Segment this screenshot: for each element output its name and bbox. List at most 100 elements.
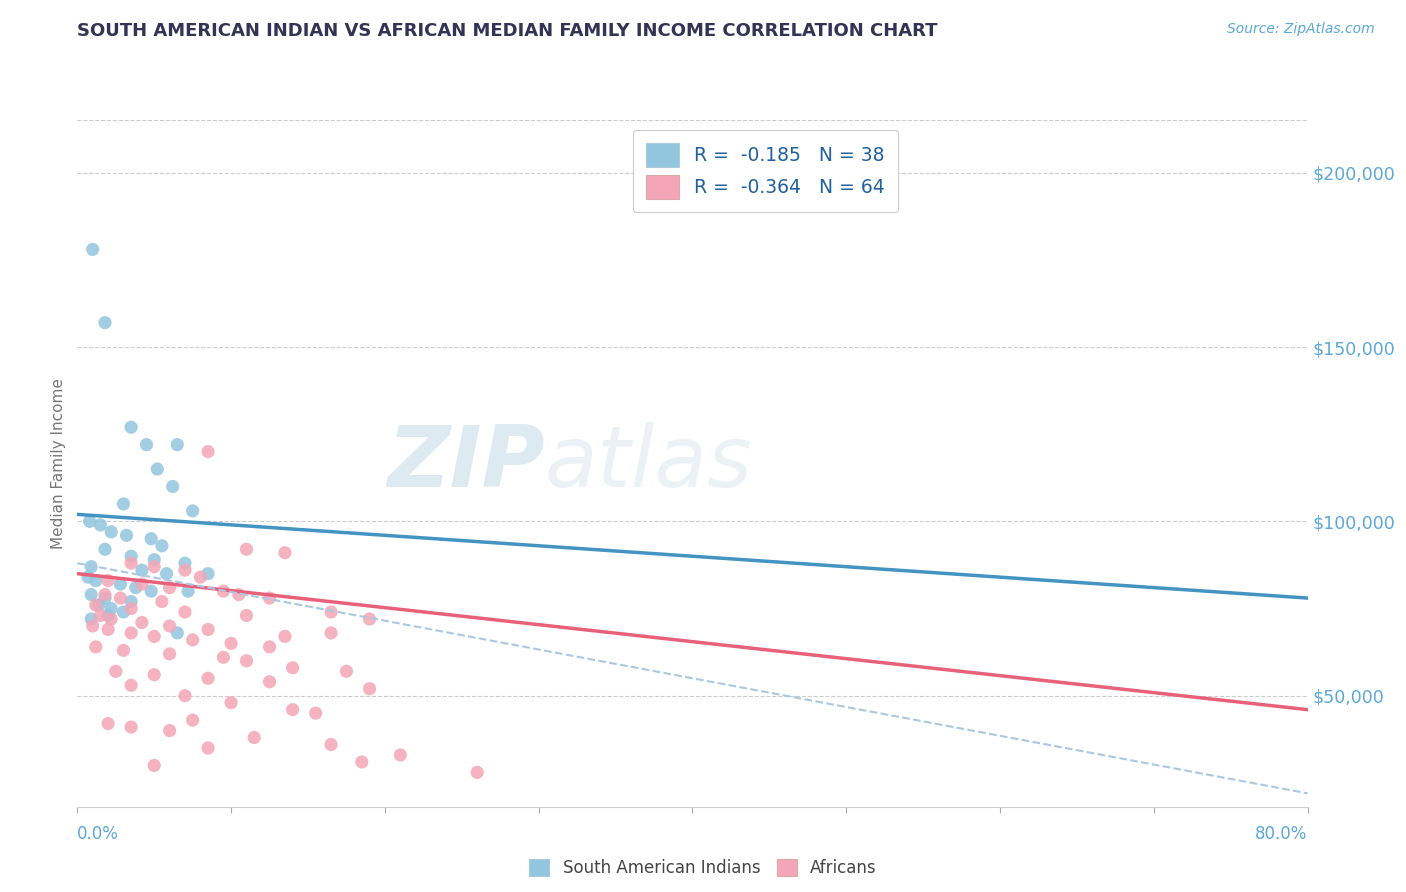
Point <box>110 591 132 605</box>
Point <box>143 758 166 772</box>
Point <box>110 577 132 591</box>
Point <box>120 549 142 564</box>
Point <box>235 608 257 623</box>
Text: atlas: atlas <box>546 422 752 506</box>
Point <box>79 514 101 528</box>
Point <box>335 665 357 679</box>
Point <box>212 650 235 665</box>
Point <box>197 671 219 685</box>
Point <box>143 552 166 566</box>
Point <box>389 747 412 762</box>
Point <box>131 563 153 577</box>
Point <box>274 546 297 560</box>
Point <box>281 703 304 717</box>
Point <box>159 619 181 633</box>
Point <box>115 528 138 542</box>
Legend: South American Indians, Africans: South American Indians, Africans <box>523 852 883 884</box>
Point <box>82 619 104 633</box>
Point <box>350 755 373 769</box>
Point <box>159 647 181 661</box>
Point <box>465 765 488 780</box>
Point <box>319 626 342 640</box>
Point <box>141 584 163 599</box>
Point <box>166 626 188 640</box>
Point <box>77 570 100 584</box>
Point <box>120 594 142 608</box>
Point <box>319 738 342 752</box>
Point <box>87 598 110 612</box>
Point <box>80 588 103 602</box>
Point <box>181 713 204 727</box>
Point <box>97 716 120 731</box>
Point <box>112 643 135 657</box>
Point <box>150 539 173 553</box>
Point <box>97 623 120 637</box>
Point <box>159 581 181 595</box>
Point <box>162 479 184 493</box>
Point <box>359 612 381 626</box>
Point <box>235 542 257 557</box>
Point <box>143 629 166 643</box>
Point <box>150 594 173 608</box>
Point <box>143 667 166 681</box>
Point <box>259 640 281 654</box>
Point <box>131 615 153 630</box>
Point <box>181 504 204 518</box>
Point <box>197 444 219 458</box>
Point <box>197 741 219 756</box>
Point <box>274 629 297 643</box>
Point <box>219 636 242 650</box>
Point <box>281 661 304 675</box>
Point <box>146 462 169 476</box>
Point <box>141 532 163 546</box>
Point <box>197 623 219 637</box>
Legend: R =  -0.185   N = 38, R =  -0.364   N = 64: R = -0.185 N = 38, R = -0.364 N = 64 <box>633 130 898 211</box>
Point <box>104 665 127 679</box>
Point <box>159 723 181 738</box>
Point <box>228 588 250 602</box>
Point <box>212 584 235 599</box>
Point <box>80 612 103 626</box>
Point <box>177 584 200 599</box>
Point <box>112 605 135 619</box>
Point <box>235 654 257 668</box>
Point <box>181 632 204 647</box>
Point <box>120 626 142 640</box>
Point <box>89 517 111 532</box>
Point <box>94 591 117 605</box>
Point <box>197 566 219 581</box>
Point <box>188 570 212 584</box>
Point <box>120 556 142 570</box>
Point <box>84 574 107 588</box>
Point <box>89 608 111 623</box>
Point <box>82 243 104 257</box>
Point <box>219 696 242 710</box>
Point <box>131 577 153 591</box>
Y-axis label: Median Family Income: Median Family Income <box>51 378 66 549</box>
Point <box>84 598 107 612</box>
Point <box>120 720 142 734</box>
Text: Source: ZipAtlas.com: Source: ZipAtlas.com <box>1227 22 1375 37</box>
Point <box>100 524 122 539</box>
Point <box>97 608 120 623</box>
Point <box>120 420 142 434</box>
Point <box>166 438 188 452</box>
Point <box>174 556 197 570</box>
Text: ZIP: ZIP <box>387 422 546 506</box>
Point <box>120 678 142 692</box>
Point <box>135 438 157 452</box>
Point <box>243 731 266 745</box>
Point <box>84 640 107 654</box>
Point <box>100 612 122 626</box>
Point <box>259 674 281 689</box>
Point <box>120 601 142 615</box>
Point <box>259 591 281 605</box>
Point <box>97 574 120 588</box>
Point <box>94 588 117 602</box>
Point <box>174 689 197 703</box>
Point <box>112 497 135 511</box>
Text: SOUTH AMERICAN INDIAN VS AFRICAN MEDIAN FAMILY INCOME CORRELATION CHART: SOUTH AMERICAN INDIAN VS AFRICAN MEDIAN … <box>77 22 938 40</box>
Point <box>174 605 197 619</box>
Point <box>125 581 148 595</box>
Point <box>80 559 103 574</box>
